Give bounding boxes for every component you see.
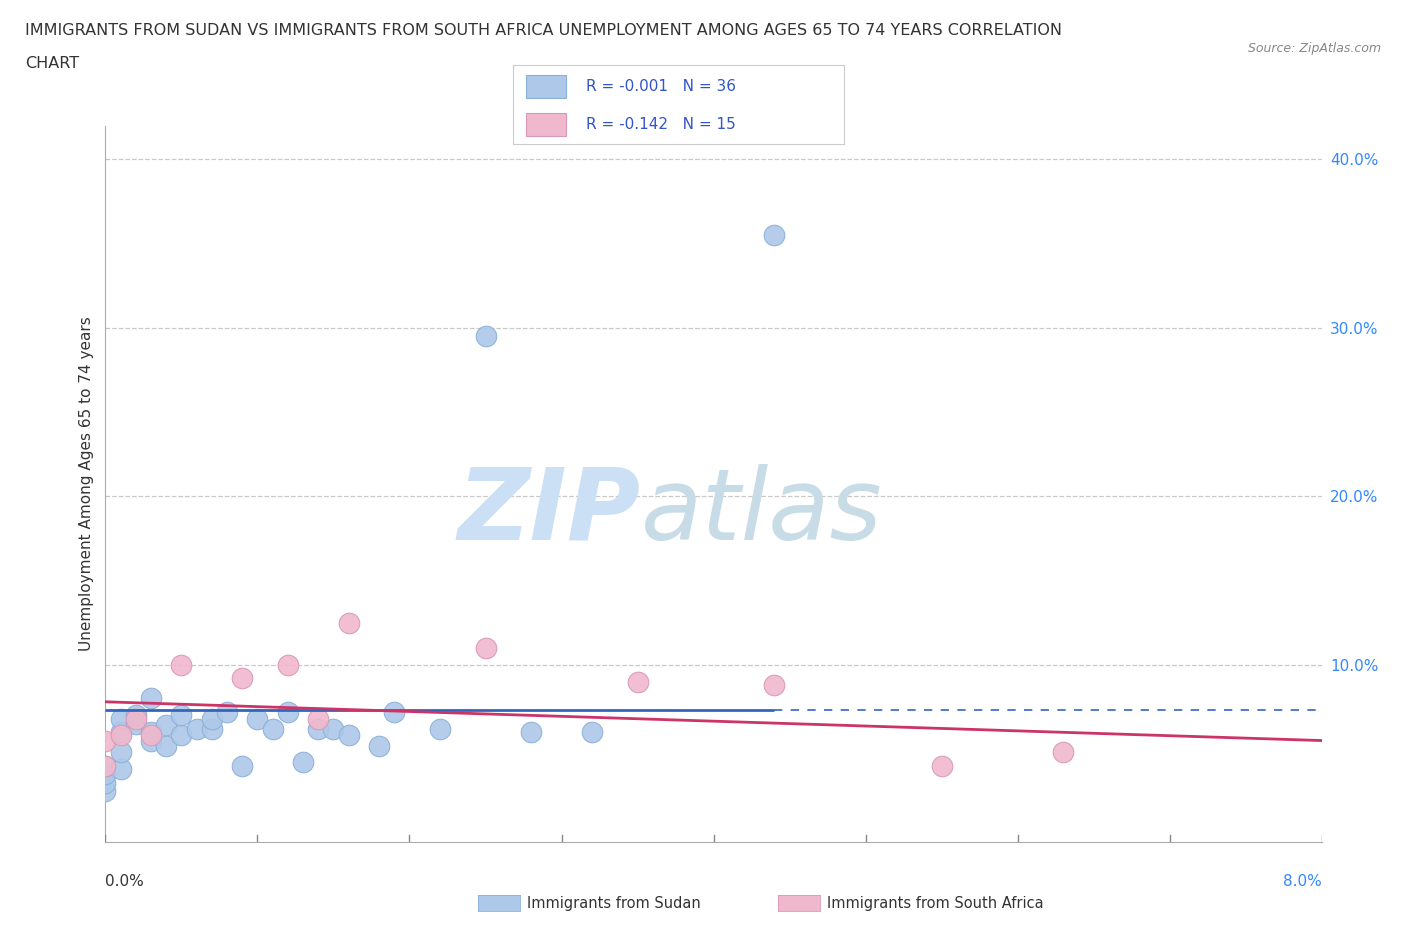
Point [368,738,391,753]
Point [139,728,162,743]
Point [337,615,360,630]
Point [94,733,117,748]
Point [155,718,177,733]
Text: R = -0.001   N = 36: R = -0.001 N = 36 [586,79,735,94]
Text: ZIP: ZIP [457,464,641,561]
Point [94,776,117,790]
Point [520,724,543,739]
Point [246,711,269,726]
Point [429,722,451,737]
Point [201,711,224,726]
Point [125,716,148,731]
Point [94,767,117,782]
Point [170,728,193,743]
Point [337,728,360,743]
Point [186,722,208,737]
Text: atlas: atlas [641,464,882,561]
Point [125,708,148,723]
Point [307,722,329,737]
Point [139,724,162,739]
Point [626,674,648,689]
Point [763,228,786,243]
Point [1052,745,1074,760]
Text: Source: ZipAtlas.com: Source: ZipAtlas.com [1247,42,1381,55]
Point [262,722,284,737]
Point [292,755,315,770]
FancyBboxPatch shape [526,113,567,137]
Y-axis label: Unemployment Among Ages 65 to 74 years: Unemployment Among Ages 65 to 74 years [79,316,94,651]
Point [170,708,193,723]
Point [474,641,496,656]
Point [763,678,786,693]
Point [94,758,117,773]
Point [94,784,117,799]
Point [231,671,253,685]
Text: 8.0%: 8.0% [1282,874,1322,889]
Text: IMMIGRANTS FROM SUDAN VS IMMIGRANTS FROM SOUTH AFRICA UNEMPLOYMENT AMONG AGES 65: IMMIGRANTS FROM SUDAN VS IMMIGRANTS FROM… [25,23,1063,38]
Point [474,328,496,343]
Text: 0.0%: 0.0% [105,874,145,889]
FancyBboxPatch shape [526,74,567,99]
Point [322,722,344,737]
Point [307,711,329,726]
Point [581,724,603,739]
Point [139,733,162,748]
Point [170,658,193,672]
Point [110,745,132,760]
Text: R = -0.142   N = 15: R = -0.142 N = 15 [586,117,735,132]
Point [231,758,253,773]
Point [277,704,299,719]
Point [125,711,148,726]
Point [155,738,177,753]
Text: CHART: CHART [25,56,79,71]
Point [277,658,299,672]
Text: Immigrants from South Africa: Immigrants from South Africa [827,896,1043,910]
Point [139,691,162,706]
Point [94,758,117,773]
Text: Immigrants from Sudan: Immigrants from Sudan [527,896,702,910]
Point [201,722,224,737]
Point [110,762,132,777]
Point [110,724,132,739]
Point [110,711,132,726]
Point [217,704,239,719]
Point [931,758,953,773]
Point [110,728,132,743]
Point [382,704,405,719]
